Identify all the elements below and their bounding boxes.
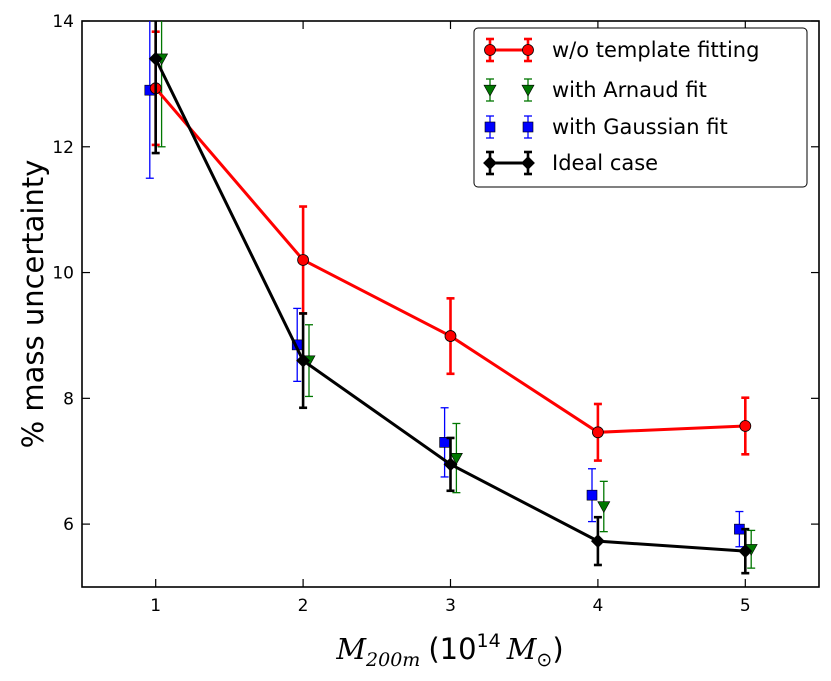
legend-marker-with-gaussian-fit xyxy=(522,121,534,133)
point-ideal-case xyxy=(148,51,163,66)
x-label-mass-symbol: M xyxy=(335,632,367,666)
point-with-gaussian-fit xyxy=(586,489,598,501)
x-tick-label: 5 xyxy=(740,596,751,616)
x-label-paren-close: ) xyxy=(552,632,563,666)
y-tick-label: 14 xyxy=(52,12,74,32)
y-tick-label: 12 xyxy=(52,138,74,158)
x-axis-label: M200m (1014 M⊙) xyxy=(335,630,563,671)
point-with-arnaud-fit xyxy=(449,452,463,465)
legend-marker-w-o-template-fitting xyxy=(522,44,534,56)
legend-marker-w-o-template-fitting xyxy=(484,44,496,56)
legend-marker-ideal-case xyxy=(521,156,535,170)
y-tick-label: 8 xyxy=(63,389,74,409)
point-with-arnaud-fit xyxy=(597,501,611,514)
series-ideal-case xyxy=(148,21,753,575)
point-ideal-case xyxy=(738,544,753,559)
legend-label-ideal-case: Ideal case xyxy=(552,151,658,175)
x-label-mass-subscript: 200m xyxy=(365,649,420,671)
series-with-gaussian-fit xyxy=(144,21,745,548)
x-tick-label: 1 xyxy=(150,596,161,616)
legend-marker-ideal-case xyxy=(483,156,497,170)
x-label-paren-open: (10 xyxy=(428,632,476,666)
x-label-exponent: 14 xyxy=(477,630,501,652)
x-label-unit: M xyxy=(506,632,538,666)
x-label-unit-subscript: ⊙ xyxy=(536,649,552,671)
legend-label-w-o-template-fitting: w/o template fitting xyxy=(552,38,759,62)
point-w-o-template-fitting xyxy=(297,254,310,266)
point-ideal-case xyxy=(590,534,605,549)
legend-label-with-arnaud-fit: with Arnaud fit xyxy=(552,78,707,102)
legend-box xyxy=(473,27,808,188)
data-marks xyxy=(144,21,758,575)
legend-marker-with-arnaud-fit xyxy=(521,84,535,97)
x-tick-label: 3 xyxy=(445,596,456,616)
point-ideal-case xyxy=(296,353,311,368)
legend: w/o template fitting with Arnaud fit with … xyxy=(473,27,808,188)
point-w-o-template-fitting xyxy=(739,420,752,432)
y-axis-label: % mass uncertainty xyxy=(16,160,50,449)
legend-marker-with-arnaud-fit xyxy=(483,84,497,97)
point-ideal-case xyxy=(443,457,458,472)
point-w-o-template-fitting xyxy=(592,426,604,439)
y-tick-label: 6 xyxy=(63,515,74,535)
point-w-o-template-fitting xyxy=(444,330,457,342)
legend-label-with-gaussian-fit: with Gaussian fit xyxy=(552,115,728,139)
legend-marker-with-gaussian-fit xyxy=(484,121,496,133)
y-tick-label: 10 xyxy=(52,264,74,284)
x-tick-label: 2 xyxy=(298,596,309,616)
x-tick-label: 4 xyxy=(592,596,603,616)
